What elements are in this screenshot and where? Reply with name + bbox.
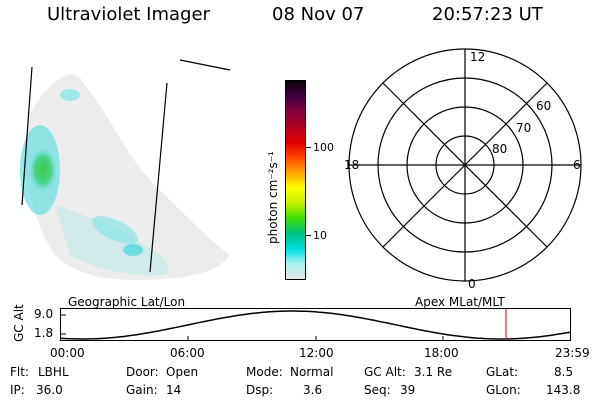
date-label: 08 Nov 07 [272,4,365,25]
geo-longitude-value: 143.8 [546,383,581,397]
filter-value: LBHL [38,365,69,379]
gc-altitude-value: 3.1 Re [414,365,453,379]
time-tick-0600: 06:00 [170,346,205,360]
door-value: Open [166,365,199,379]
mlt-label-18: 18 [344,158,359,172]
mlt-label-12: 12 [470,50,485,64]
instrument-title: Ultraviolet Imager [47,4,210,25]
mlt-label-0: 0 [468,277,476,290]
geographic-caption: Geographic Lat/Lon [68,295,186,309]
altitude-plot [60,308,571,341]
altitude-tick-low: 1.8 [34,326,54,340]
altitude-plot-frame [60,308,571,341]
ip-label: IP: [10,383,25,397]
colorbar-unit-label: photon cm⁻²s⁻¹ [266,151,280,244]
image-haze-lower [55,205,169,276]
time-tick-1200: 12:00 [299,346,334,360]
sequence-label: Seq: [364,383,391,397]
geo-latitude-label: GLat: [486,365,519,379]
altitude-tick-high: 9.0 [34,307,54,321]
image-boundary-top [179,59,231,71]
filter-label: Flt: [10,365,29,379]
dsp-label: Dsp: [246,383,274,397]
gc-altitude-label: GC Alt: [364,365,406,379]
aurora-hotspot [29,148,57,192]
time-tick-0000: 00:00 [50,346,85,360]
door-label: Door: [126,365,159,379]
time-tick-2359: 23:59 [555,346,590,360]
geo-longitude-label: GLon: [486,383,521,397]
auroral-image [20,59,231,280]
colorbar-tick-label-100: 100 [313,141,334,154]
gain-value: 14 [166,383,182,397]
time-tick-1800: 18:00 [424,346,459,360]
time-label: 20:57:23 UT [432,4,543,25]
gain-label: Gain: [126,383,158,397]
ip-value: 36.0 [36,383,63,397]
aurora-spot-upper [60,89,80,101]
apex-caption: Apex MLat/MLT [415,295,505,309]
sequence-value: 39 [400,383,416,397]
colorbar-tick-100 [306,147,311,148]
colorbar-tick-10 [306,235,311,236]
altitude-axis-title: GC Alt [12,304,26,342]
lat-label-60: 60 [536,99,551,113]
image-boundary-left [21,66,33,206]
aurora-band-lower [91,216,139,244]
lat-label-70: 70 [516,121,531,135]
polar-grid: 12 0 18 6 60 70 80 [344,48,582,290]
colorbar-gradient [286,81,305,279]
mlt-label-6: 6 [573,158,581,172]
polar-diagonal-2 [382,82,548,248]
aurora-spot-lower [123,244,143,256]
lat-label-80: 80 [492,142,507,156]
image-boundary-right [149,82,168,273]
altitude-curve [60,310,571,340]
geo-latitude-value: 8.5 [554,365,574,379]
mode-label: Mode: [246,365,283,379]
mode-value: Normal [290,365,334,379]
colorbar [285,80,306,280]
colorbar-tick-label-10: 10 [313,229,327,242]
dsp-value: 3.6 [303,383,323,397]
